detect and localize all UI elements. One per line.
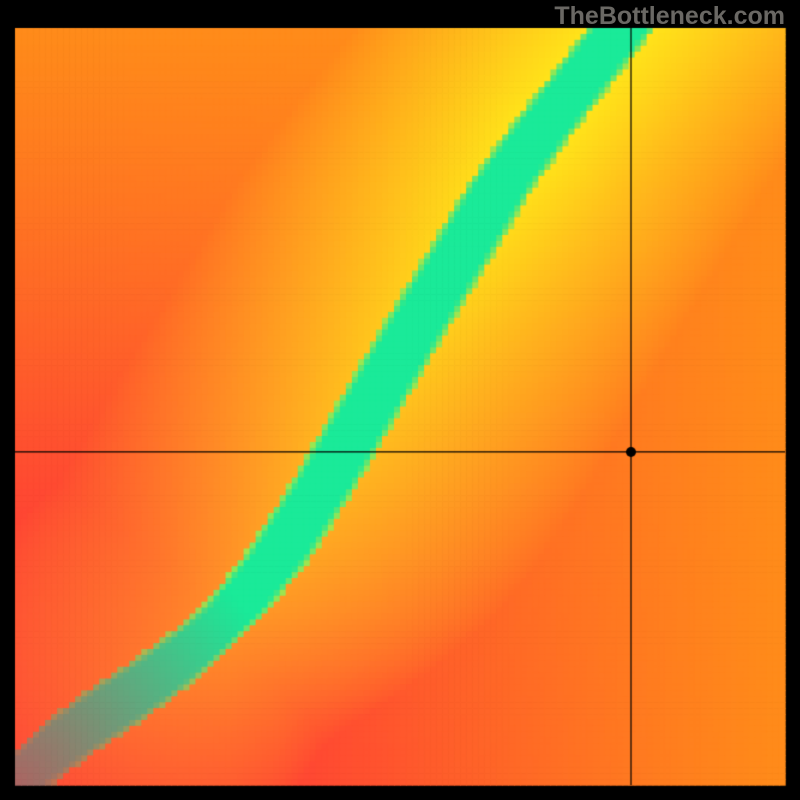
chart-container: TheBottleneck.com [0, 0, 800, 800]
bottleneck-heatmap [0, 0, 800, 800]
watermark-text: TheBottleneck.com [554, 2, 785, 31]
